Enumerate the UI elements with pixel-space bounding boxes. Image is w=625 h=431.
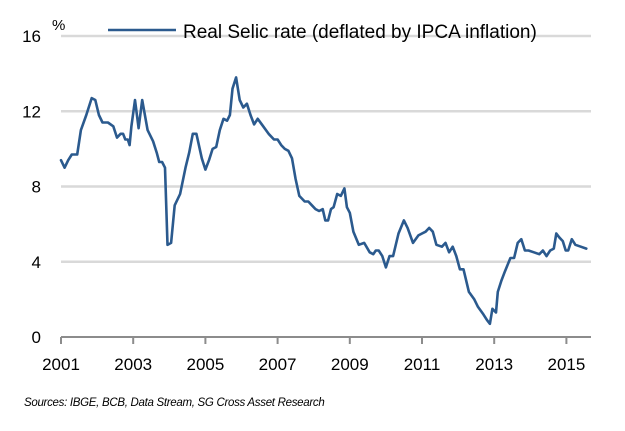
x-tick-label: 2009 — [331, 355, 369, 374]
series-group — [59, 76, 588, 326]
x-tick-label: 2011 — [404, 355, 441, 374]
legend: Real Selic rate (deflated by IPCA inflat… — [108, 22, 537, 43]
source-note: Sources: IBGE, BCB, Data Stream, SG Cros… — [24, 397, 325, 409]
x-tick-label: 2013 — [475, 355, 513, 374]
y-tick-label: 12 — [22, 102, 41, 121]
y-tick-label: 0 — [32, 328, 41, 347]
x-tick-label: 2003 — [114, 355, 152, 374]
gridlines — [61, 34, 591, 263]
y-tick-label: 4 — [32, 253, 41, 272]
series-line-real-selic-rate — [59, 76, 588, 326]
x-tick-label: 2001 — [42, 355, 80, 374]
y-axis: 0 4 8 12 16 — [22, 27, 41, 347]
x-tick-label: 2005 — [186, 355, 224, 374]
x-axis: 2001 2003 2005 2007 2009 2011 2013 2015 — [42, 336, 591, 374]
x-tick-label: 2007 — [259, 355, 297, 374]
legend-label: Real Selic rate (deflated by IPCA inflat… — [183, 22, 537, 43]
x-tick-label: 2015 — [547, 355, 585, 374]
y-tick-label: 16 — [22, 27, 41, 46]
y-tick-label: 8 — [32, 178, 41, 197]
y-axis-unit-label: % — [52, 17, 65, 34]
